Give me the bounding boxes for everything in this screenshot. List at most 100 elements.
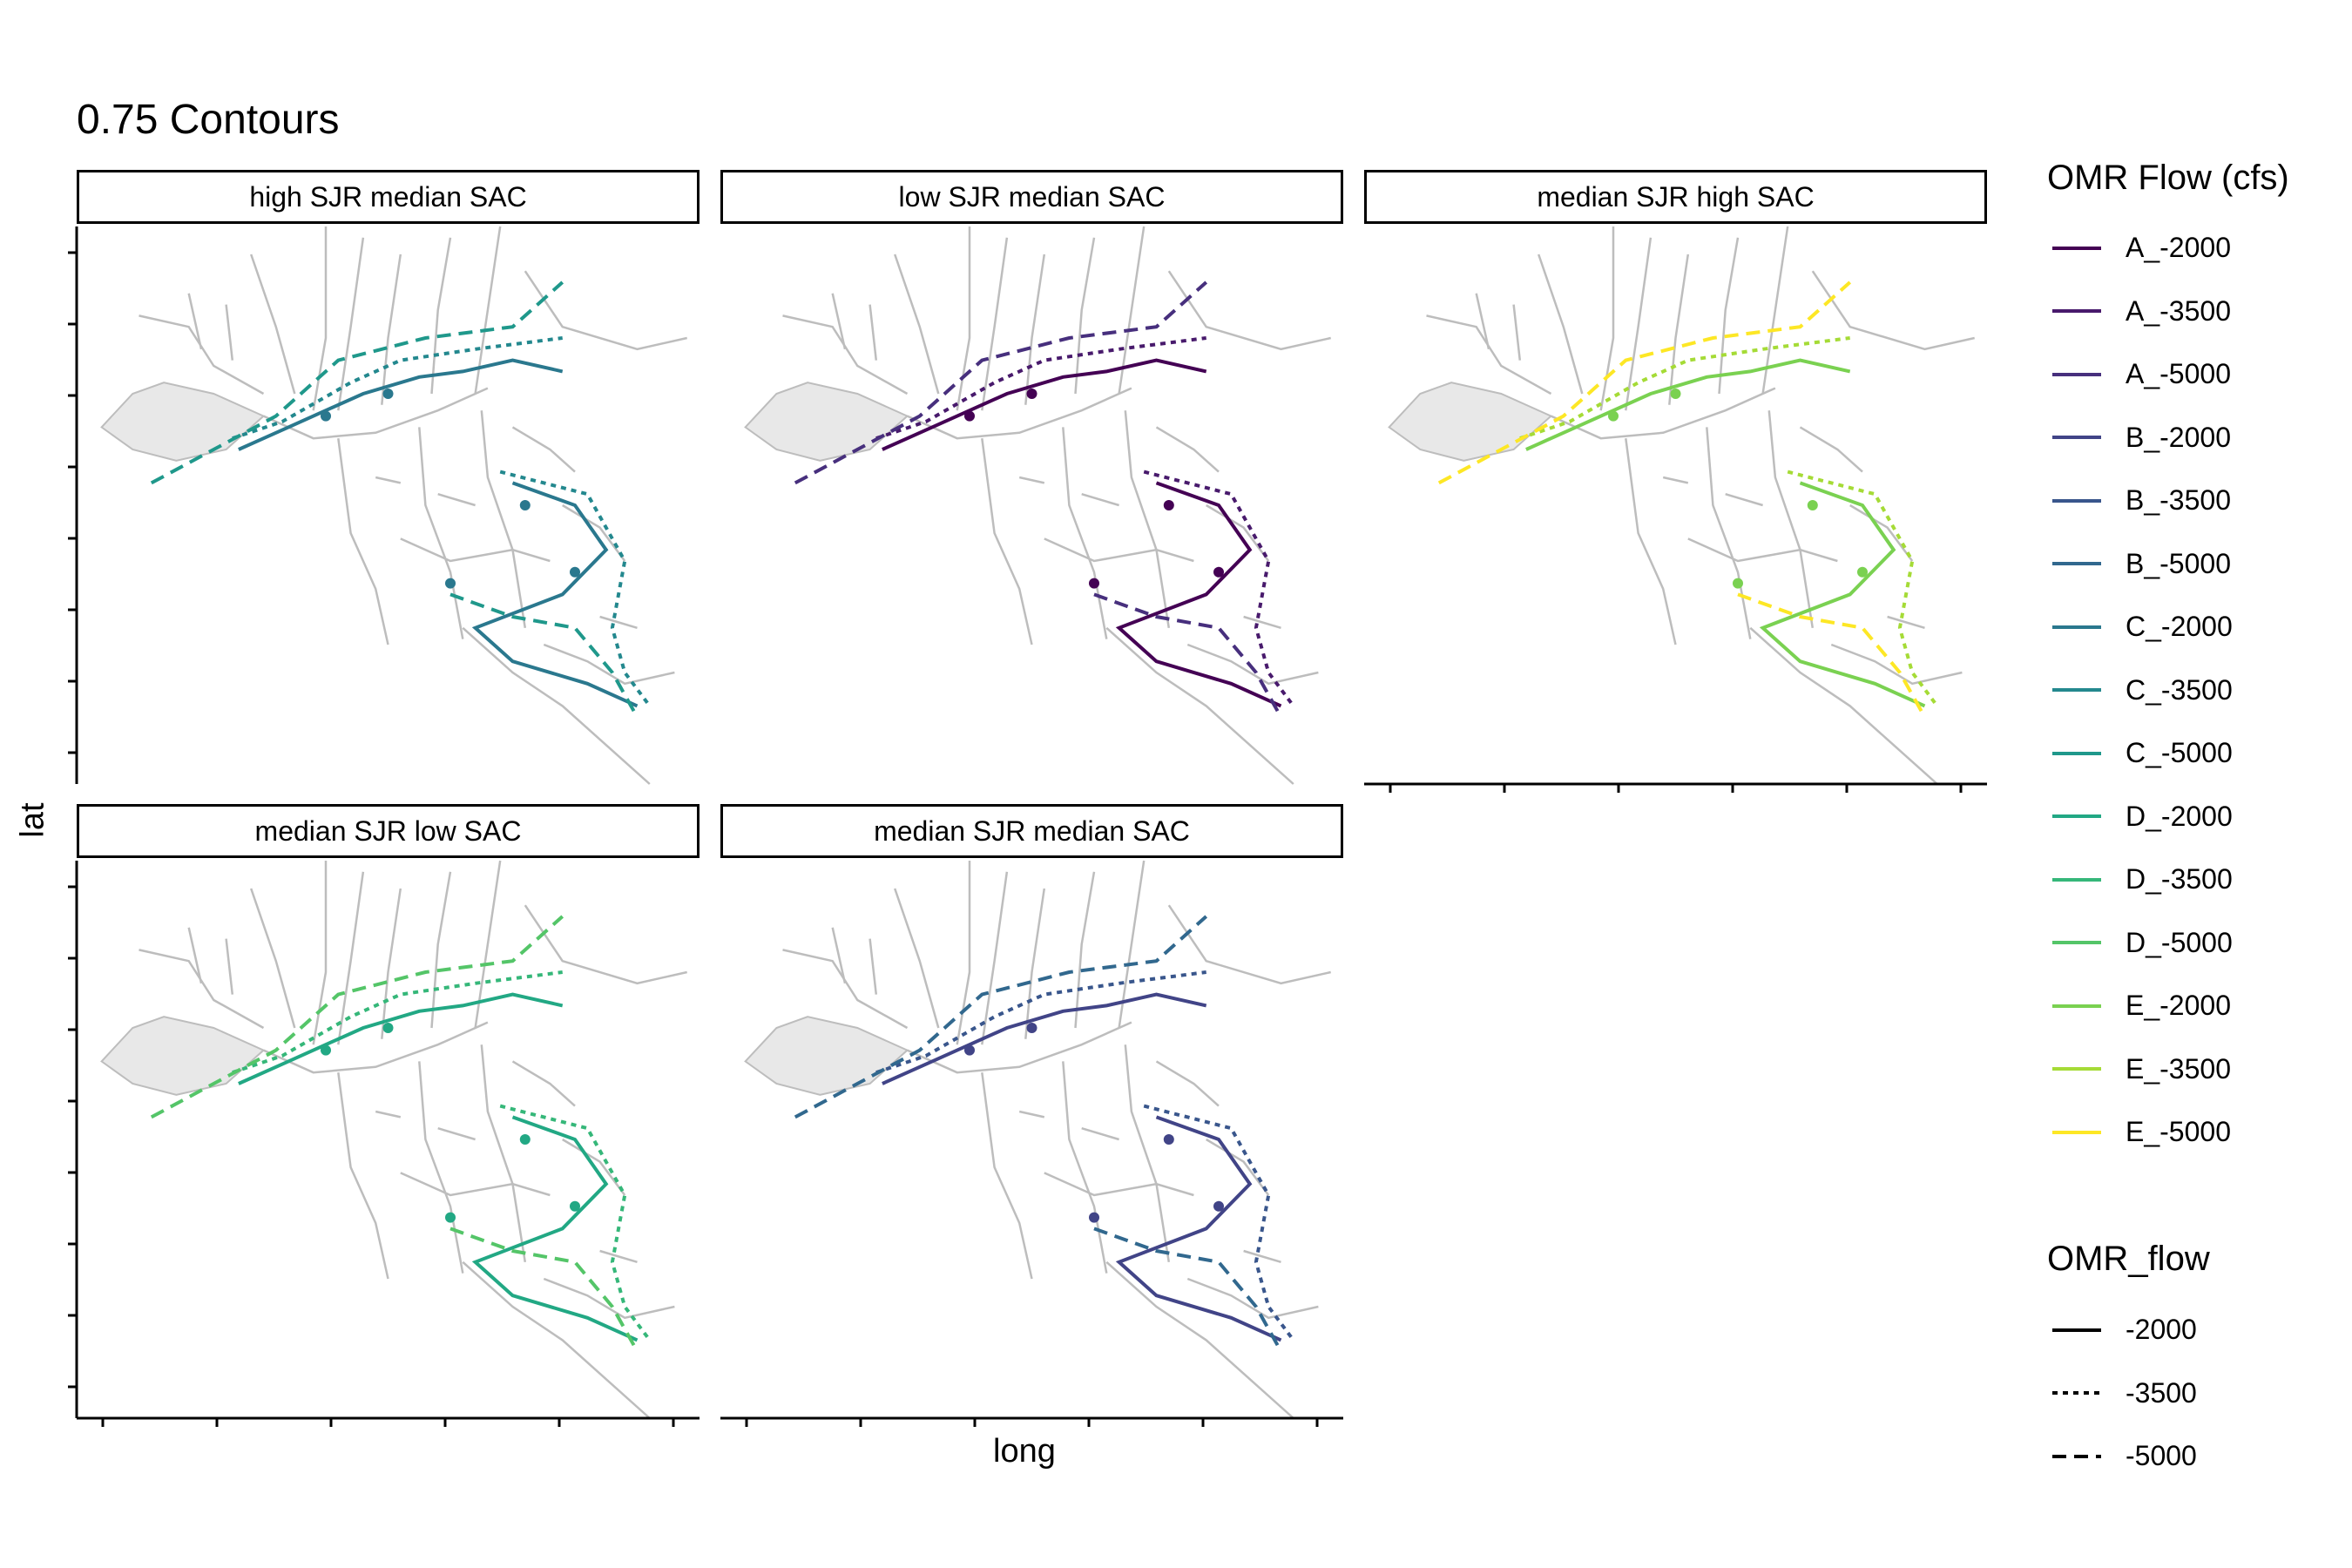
- channel-line: [956, 861, 971, 1045]
- channel-line: [474, 226, 502, 395]
- channel-line: [139, 949, 265, 1030]
- channel-line: [1767, 410, 1815, 628]
- channel-line: [262, 1021, 489, 1074]
- channel-line: [981, 438, 1033, 645]
- contour-line-C_-3500: [232, 336, 563, 441]
- color-legend-item: B_-2000: [2052, 422, 2231, 454]
- channel-line: [312, 861, 328, 1045]
- contour-point: [382, 389, 394, 399]
- color-legend-item: D_-3500: [2052, 863, 2233, 896]
- legend-key-line: [2052, 562, 2101, 565]
- contour-line-E_-3500: [1787, 470, 1939, 707]
- channel-line: [437, 1127, 476, 1141]
- x-axis-title: long: [993, 1433, 1056, 1470]
- channel-line: [187, 293, 203, 350]
- color-legend-item: E_-3500: [2052, 1053, 2231, 1085]
- map-panel-0: [68, 226, 687, 785]
- channel-line: [430, 871, 452, 1029]
- channel-line: [1512, 304, 1522, 361]
- channel-line: [1062, 427, 1108, 639]
- channel-line: [1167, 904, 1331, 985]
- channel-line: [1024, 253, 1046, 405]
- legend-key-line: [2052, 625, 2101, 629]
- channel-line: [981, 237, 1009, 411]
- contour-line-D_-3500: [499, 1104, 652, 1342]
- channel-line: [1062, 1061, 1108, 1274]
- facet-strip-median-sjr-high-sac: median SJR high SAC: [1364, 170, 1987, 224]
- contour-line-B_-5000: [794, 915, 1208, 1119]
- legend-label: E_-5000: [2126, 1116, 2231, 1147]
- channel-line: [262, 387, 489, 440]
- channel-line: [1124, 410, 1171, 628]
- channel-line: [1830, 643, 1963, 686]
- contour-line-C_-5000: [449, 592, 639, 719]
- channel-line: [462, 1260, 651, 1419]
- legend-label: -2000: [2126, 1314, 2197, 1345]
- channel-line: [1124, 1044, 1171, 1262]
- channel-line: [1044, 1172, 1194, 1197]
- contour-line-A_-5000: [794, 280, 1208, 485]
- contour-line-A_-2000: [1115, 481, 1282, 708]
- channel-line: [868, 938, 878, 995]
- channel-line: [906, 387, 1132, 440]
- legend-key-line: [2052, 1454, 2101, 1458]
- legend-label: E_-3500: [2126, 1052, 2231, 1085]
- channel-line: [981, 1072, 1033, 1280]
- channel-line: [400, 537, 551, 563]
- contour-line-E_-5000: [1737, 592, 1927, 719]
- facet-strip-high-sjr-median-sac: high SJR median SAC: [77, 170, 700, 224]
- legend-label: B_-2000: [2126, 421, 2231, 453]
- legend-label: C_-2000: [2126, 611, 2233, 642]
- color-legend-item: C_-2000: [2052, 611, 2233, 643]
- channel-line: [1749, 626, 1938, 785]
- channel-line: [831, 927, 847, 984]
- legend-key-line: [2052, 246, 2101, 250]
- channel-line: [381, 253, 402, 405]
- contour-point: [570, 1200, 580, 1212]
- contour-line-A_-3500: [1143, 470, 1295, 707]
- color-legend-item: C_-5000: [2052, 737, 2233, 769]
- channel-line: [1887, 615, 1925, 629]
- legend-key-line: [2052, 688, 2101, 692]
- legend-label: D_-5000: [2126, 926, 2233, 958]
- map-panel-3: [68, 860, 700, 1427]
- channel-line: [418, 427, 464, 639]
- contour-line-A_-5000: [1093, 592, 1283, 719]
- contour-point: [964, 1044, 975, 1056]
- y-axis-title: lat: [14, 802, 51, 838]
- legend-key-line: [2052, 436, 2101, 439]
- legend-label: A_-5000: [2126, 358, 2231, 389]
- contour-line-E_-3500: [1519, 336, 1850, 441]
- channel-line: [1105, 1260, 1294, 1419]
- legend-label: C_-3500: [2126, 673, 2233, 706]
- channel-line: [400, 1172, 551, 1197]
- contour-point: [445, 578, 456, 589]
- channel-line: [599, 615, 638, 629]
- color-legend-item: E_-2000: [2052, 990, 2231, 1022]
- channel-line: [599, 1249, 638, 1263]
- legend-key-line: [2052, 1130, 2101, 1134]
- contour-line-D_-3500: [232, 970, 563, 1075]
- channel-line: [511, 426, 576, 473]
- channel-line: [782, 949, 909, 1030]
- channel-line: [1799, 426, 1863, 473]
- channel-line: [1118, 860, 1146, 1029]
- facet-strip-median-sjr-low-sac: median SJR low SAC: [77, 804, 700, 858]
- channel-line: [187, 927, 203, 984]
- contour-line-C_-2000: [471, 481, 639, 708]
- channel-line: [1243, 615, 1281, 629]
- channel-line: [430, 237, 452, 395]
- contour-line-A_-2000: [882, 358, 1207, 451]
- contour-line-D_-2000: [238, 992, 564, 1085]
- legend-label: A_-3500: [2126, 294, 2231, 327]
- contour-point: [1213, 1200, 1224, 1212]
- legend-label: D_-3500: [2126, 863, 2233, 895]
- map-panel-2: [1364, 226, 1987, 793]
- legend-key-line: [2052, 1391, 2101, 1395]
- channel-line: [562, 1138, 626, 1196]
- channel-line: [1668, 253, 1690, 405]
- channel-line: [381, 888, 402, 1039]
- color-legend-item: D_-5000: [2052, 927, 2233, 959]
- contour-point: [1026, 1023, 1037, 1033]
